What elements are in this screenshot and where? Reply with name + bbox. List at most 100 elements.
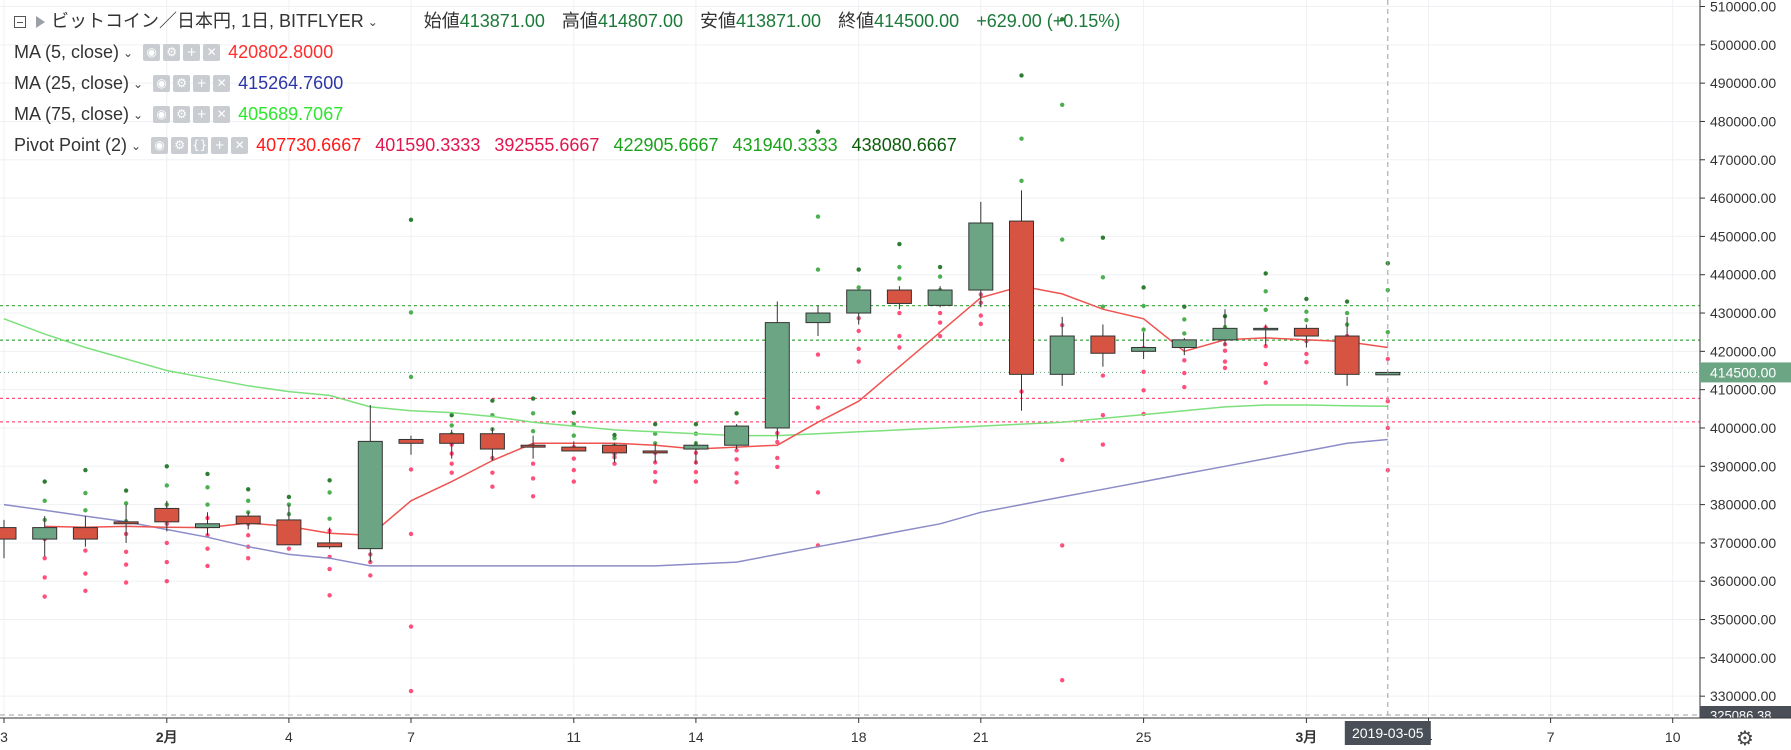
- pivot-dot: [408, 217, 414, 222]
- candle-body: [0, 527, 17, 540]
- y-tick-label: 380000.00: [1710, 497, 1776, 513]
- indicator-name[interactable]: Pivot Point (2): [14, 135, 128, 155]
- pivot-dot: [856, 328, 861, 334]
- pivot-dot: [612, 461, 617, 466]
- pivot-dot: [205, 563, 210, 569]
- indicator-name[interactable]: MA (75, close): [14, 104, 130, 124]
- chevron-down-icon[interactable]: ⌄: [133, 108, 144, 122]
- chevron-down-icon[interactable]: ⌄: [131, 139, 142, 153]
- plus-icon[interactable]: +: [193, 106, 211, 123]
- pivot-dot: [83, 508, 88, 513]
- candle: [683, 441, 709, 465]
- pivot-dot: [83, 467, 88, 473]
- candle-body: [724, 425, 750, 446]
- candle-body: [968, 222, 994, 291]
- candle: [764, 301, 790, 440]
- pivot-dot: [205, 471, 210, 477]
- candle-body: [1009, 220, 1034, 375]
- low-label: 安値: [699, 11, 736, 31]
- plus-icon[interactable]: +: [193, 75, 211, 92]
- indicator-name[interactable]: MA (5, close): [14, 42, 120, 62]
- pivot-dot: [83, 571, 88, 576]
- pivot-dot: [612, 432, 617, 438]
- close-icon[interactable]: ✕: [203, 44, 221, 61]
- pivot-dot: [1019, 136, 1024, 141]
- candle-body: [195, 523, 220, 529]
- pivot-dot: [42, 479, 47, 484]
- pivot-dot: [1060, 543, 1065, 548]
- eye-icon[interactable]: ◉: [153, 106, 171, 123]
- close-icon[interactable]: ✕: [231, 137, 249, 154]
- close-icon[interactable]: ✕: [213, 106, 231, 123]
- y-tick-label: 360000.00: [1710, 573, 1776, 589]
- time-axis[interactable]: 32月4711141821253月47102019-03-05⚙: [0, 717, 1791, 750]
- change-value: +629.00 (+0.15%): [976, 11, 1121, 31]
- pivot-dot: [327, 593, 332, 598]
- chevron-down-icon[interactable]: ⌄: [367, 15, 378, 29]
- pivot-dot: [897, 345, 902, 350]
- ma5-line: [44, 285, 1388, 537]
- candle: [927, 286, 953, 308]
- chevron-down-icon[interactable]: ⌄: [123, 46, 134, 60]
- candle: [317, 527, 343, 549]
- candle: [1334, 316, 1360, 386]
- symbol-title[interactable]: ビットコイン／日本円, 1日, BITFLYER: [51, 11, 364, 31]
- pivot-dot: [164, 540, 169, 546]
- pivot-dot: [327, 478, 332, 483]
- pivot-dot: [408, 310, 414, 315]
- pivot-dot: [1304, 359, 1309, 365]
- gear-icon[interactable]: ⚙: [171, 137, 189, 154]
- pivot-dot: [1141, 303, 1146, 309]
- gear-icon[interactable]: ⚙: [173, 75, 191, 92]
- pivot-dot: [571, 467, 576, 473]
- close-icon[interactable]: ✕: [213, 75, 231, 92]
- pivot-dot: [1060, 457, 1065, 463]
- candle-body: [927, 289, 953, 306]
- pivot-dot: [164, 483, 169, 488]
- indicator-name[interactable]: MA (25, close): [14, 73, 130, 93]
- braces-icon[interactable]: {}: [191, 137, 209, 154]
- pivot-dot: [42, 594, 47, 599]
- high-value: 414807.00: [597, 11, 683, 31]
- y-tick-label: 490000.00: [1710, 75, 1776, 91]
- pivot-dot: [775, 439, 780, 445]
- y-tick-label: 370000.00: [1710, 535, 1776, 551]
- candle-body: [1131, 347, 1157, 352]
- pivot-dot: [734, 480, 739, 485]
- indicator-value: 405689.7067: [238, 104, 344, 124]
- pivot-dot: [1263, 289, 1268, 294]
- eye-icon[interactable]: ◉: [153, 75, 171, 92]
- close-value: 414500.00: [874, 11, 960, 31]
- pivot-dot: [897, 241, 902, 247]
- x-tick-label: 3月: [1296, 729, 1318, 745]
- eye-icon[interactable]: ◉: [143, 44, 161, 61]
- x-tick-label: 3: [0, 729, 8, 745]
- pivot-dot: [1304, 317, 1309, 323]
- candle-body: [520, 444, 546, 448]
- plus-icon[interactable]: +: [183, 44, 201, 61]
- pivot-dot: [246, 498, 251, 503]
- crosshair: [0, 0, 1700, 716]
- candle-body: [886, 289, 912, 304]
- price-axis[interactable]: 330000.00 340000.00 350000.00 360000.00 3700…: [1699, 0, 1791, 750]
- candle-body: [357, 440, 383, 550]
- gear-icon[interactable]: ⚙: [173, 106, 191, 123]
- pivot-dot: [327, 516, 332, 521]
- chevron-down-icon[interactable]: ⌄: [133, 77, 144, 91]
- eye-icon[interactable]: ◉: [151, 137, 169, 154]
- candle-body: [1090, 335, 1116, 354]
- plus-icon[interactable]: +: [211, 137, 229, 154]
- pivot-dot: [937, 310, 943, 316]
- gear-icon[interactable]: ⚙: [163, 44, 181, 61]
- collapse-icon[interactable]: [14, 15, 26, 28]
- indicator-value: 392555.6667: [494, 135, 600, 155]
- candle-body: [479, 433, 505, 450]
- pivot-dot: [775, 455, 780, 461]
- candle-body: [317, 542, 343, 548]
- flag-icon[interactable]: [36, 15, 45, 28]
- gear-icon[interactable]: ⚙: [1736, 726, 1754, 750]
- candle: [805, 305, 831, 337]
- close-label: 終値: [838, 11, 875, 31]
- open-label: 始値: [423, 11, 460, 31]
